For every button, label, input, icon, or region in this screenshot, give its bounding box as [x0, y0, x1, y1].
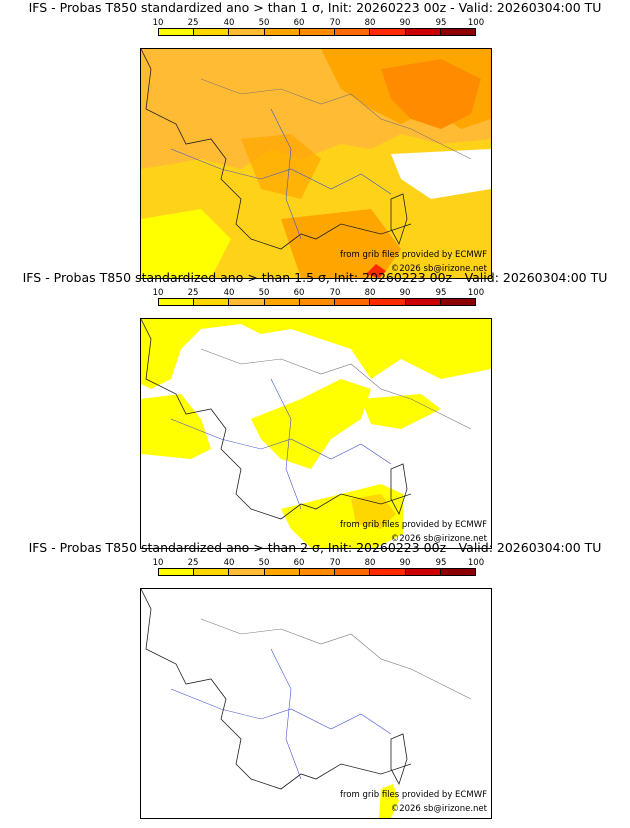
probability-map: from grib files provided by ECMWF ©2026 …	[140, 588, 492, 819]
panel-title: IFS - Probas T850 standardized ano > tha…	[22, 270, 608, 285]
legend-tick: 25	[187, 558, 199, 568]
legend-swatch	[299, 569, 336, 575]
legend-swatch	[229, 569, 265, 575]
probability-map: from grib files provided by ECMWF ©2026 …	[140, 318, 492, 549]
legend-swatch	[440, 299, 475, 305]
legend-tick: 40	[223, 288, 235, 298]
legend-tick: 100	[467, 288, 485, 298]
legend-color-bar	[158, 568, 476, 576]
legend-tick: 40	[223, 558, 235, 568]
legend-swatch	[440, 29, 475, 35]
legend-tick: 70	[329, 288, 341, 298]
panel-title: IFS - Probas T850 standardized ano > tha…	[28, 0, 602, 15]
copyright-text: ©2026 sb@irizone.net	[390, 804, 487, 814]
color-scale-legend: 10 25 40 50 60 70 80 90 95 100	[153, 558, 485, 582]
legend-swatch	[335, 569, 371, 575]
legend-swatch	[405, 569, 441, 575]
legend-color-bar	[158, 298, 476, 306]
legend-swatch	[159, 569, 195, 575]
legend-tick: 80	[364, 288, 376, 298]
legend-tick: 50	[258, 558, 270, 568]
legend-tick: 10	[152, 18, 164, 28]
legend-tick: 50	[258, 18, 270, 28]
legend-tick: 100	[467, 18, 485, 28]
legend-swatch	[159, 29, 195, 35]
legend-tick: 70	[329, 558, 341, 568]
legend-tick: 90	[399, 558, 411, 568]
legend-tick: 70	[329, 18, 341, 28]
legend-tick: 60	[293, 288, 305, 298]
data-source-credit: from grib files provided by ECMWF	[340, 790, 487, 800]
legend-ticks: 10 25 40 50 60 70 80 90 95 100	[153, 18, 485, 28]
map-graphic	[141, 49, 491, 278]
data-source-credit: from grib files provided by ECMWF	[340, 250, 487, 260]
legend-swatch	[370, 29, 406, 35]
legend-tick: 40	[223, 18, 235, 28]
legend-tick: 60	[293, 558, 305, 568]
legend-swatch	[405, 299, 441, 305]
legend-swatch	[194, 299, 230, 305]
legend-tick: 80	[364, 558, 376, 568]
legend-tick: 80	[364, 18, 376, 28]
data-source-credit: from grib files provided by ECMWF	[340, 520, 487, 530]
legend-swatch	[405, 29, 441, 35]
legend-color-bar	[158, 28, 476, 36]
legend-swatch	[335, 299, 371, 305]
legend-swatch	[229, 299, 265, 305]
legend-swatch	[264, 569, 300, 575]
legend-swatch	[299, 29, 336, 35]
legend-swatch	[335, 29, 371, 35]
legend-swatch	[299, 299, 336, 305]
legend-swatch	[264, 299, 300, 305]
legend-swatch	[194, 569, 230, 575]
forecast-panel-1-5sigma: IFS - Probas T850 standardized ano > tha…	[0, 270, 630, 549]
forecast-panel-1sigma: IFS - Probas T850 standardized ano > tha…	[0, 0, 630, 279]
legend-tick: 25	[187, 18, 199, 28]
legend-swatch	[370, 569, 406, 575]
legend-tick: 95	[435, 288, 447, 298]
legend-ticks: 10 25 40 50 60 70 80 90 95 100	[153, 288, 485, 298]
color-scale-legend: 10 25 40 50 60 70 80 90 95 100	[153, 18, 485, 42]
legend-tick: 90	[399, 288, 411, 298]
legend-swatch	[370, 299, 406, 305]
legend-tick: 90	[399, 18, 411, 28]
panel-title: IFS - Probas T850 standardized ano > tha…	[28, 540, 602, 555]
legend-tick: 60	[293, 18, 305, 28]
probability-map: from grib files provided by ECMWF ©2026 …	[140, 48, 492, 279]
legend-swatch	[229, 29, 265, 35]
legend-tick: 25	[187, 288, 199, 298]
legend-ticks: 10 25 40 50 60 70 80 90 95 100	[153, 558, 485, 568]
legend-tick: 50	[258, 288, 270, 298]
legend-tick: 10	[152, 558, 164, 568]
copyright-text: ©2026 sb@irizone.net	[390, 264, 487, 274]
legend-swatch	[194, 29, 230, 35]
color-scale-legend: 10 25 40 50 60 70 80 90 95 100	[153, 288, 485, 312]
legend-tick: 10	[152, 288, 164, 298]
legend-swatch	[159, 299, 195, 305]
legend-tick: 95	[435, 558, 447, 568]
map-graphic	[141, 589, 491, 818]
forecast-panel-2sigma: IFS - Probas T850 standardized ano > tha…	[0, 540, 630, 819]
legend-tick: 95	[435, 18, 447, 28]
legend-swatch	[440, 569, 475, 575]
legend-swatch	[264, 29, 300, 35]
map-graphic	[141, 319, 491, 548]
copyright-text: ©2026 sb@irizone.net	[390, 534, 487, 544]
legend-tick: 100	[467, 558, 485, 568]
